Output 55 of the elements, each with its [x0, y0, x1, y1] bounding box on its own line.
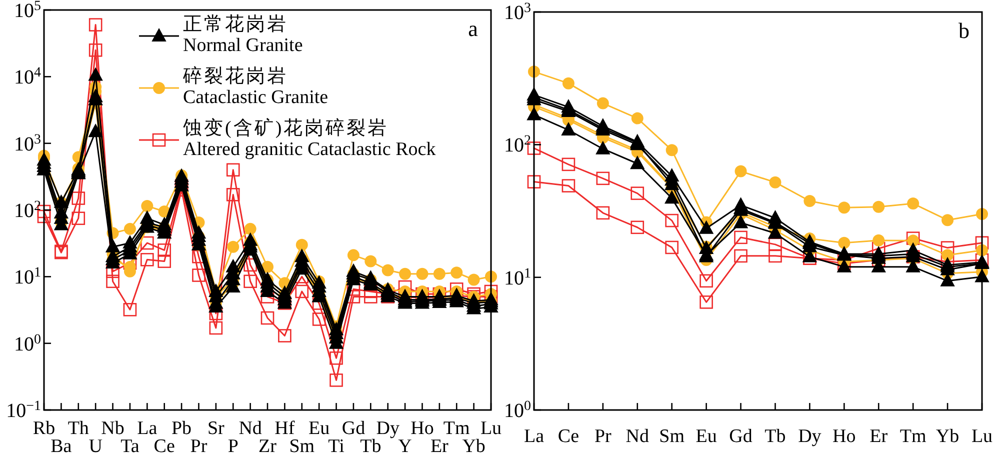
- x-tick-label: Dy: [376, 418, 400, 439]
- legend-label: 正常花岗岩 Normal Granite: [183, 14, 303, 56]
- y-tick-label: 10$^{1}$: [504, 266, 531, 290]
- x-tick-label: Er: [870, 426, 888, 447]
- x-tick-label: U: [88, 436, 103, 454]
- x-tick-label: Ta: [120, 436, 140, 454]
- x-tick-label: Yb: [936, 426, 960, 447]
- x-tick-label: Eu: [308, 418, 330, 439]
- x-tick-label: Tm: [443, 418, 470, 439]
- x-tick-label: Gd: [342, 418, 366, 439]
- annotation: b: [958, 18, 970, 43]
- x-tick-label: Sr: [207, 418, 226, 439]
- y-tick-label: 10$^{0}$: [504, 398, 531, 422]
- x-tick-label: Zr: [258, 436, 278, 454]
- x-tick-label: Th: [68, 418, 90, 439]
- legend-label: 碎裂花岗岩 Cataclastic Granite: [182, 66, 328, 108]
- y-tick-label: 10$^{3}$: [14, 132, 41, 156]
- x-tick-label: Sm: [659, 426, 685, 447]
- x-tick-label: Dy: [798, 426, 822, 447]
- x-tick-label: Pb: [172, 418, 192, 439]
- y-tick-label: 10$^{2}$: [504, 133, 531, 157]
- x-tick-label: Er: [430, 436, 450, 454]
- x-tick-label: Yb: [462, 436, 486, 454]
- x-tick-label: Gd: [729, 426, 753, 447]
- x-tick-label: La: [524, 426, 545, 447]
- x-tick-label: Lu: [971, 426, 994, 447]
- x-tick-label: Lu: [480, 418, 502, 439]
- x-tick-label: Pr: [594, 426, 612, 447]
- x-tick-label: Hf: [274, 418, 296, 439]
- x-tick-label: Ho: [832, 426, 856, 447]
- x-tick-label: Eu: [696, 426, 718, 447]
- y-tick-label: 10$^{0}$: [14, 332, 41, 356]
- x-tick-label: Nd: [238, 418, 262, 439]
- annotation: a: [468, 16, 478, 41]
- x-tick-label: Ba: [50, 436, 72, 454]
- y-tick-label: 10$^{2}$: [14, 198, 41, 222]
- x-tick-label: Ce: [558, 426, 580, 447]
- y-tick-label: 10$^{3}$: [504, 0, 531, 24]
- y-tick-label: 10$^{1}$: [14, 265, 41, 289]
- x-tick-label: Pr: [190, 436, 208, 454]
- x-tick-label: Tm: [900, 426, 926, 447]
- x-tick-label: Ti: [328, 436, 344, 454]
- x-tick-label: Nb: [101, 418, 124, 439]
- x-tick-label: Sm: [289, 436, 315, 454]
- x-tick-label: Y: [398, 436, 412, 454]
- x-tick-label: Tb: [360, 436, 382, 454]
- x-tick-label: Nd: [626, 426, 650, 447]
- x-tick-label: Ce: [154, 436, 175, 454]
- x-tick-label: Tb: [764, 426, 786, 447]
- x-tick-label: P: [228, 436, 238, 454]
- x-tick-label: La: [137, 418, 158, 439]
- legend-label: 蚀变(含矿)花岗碎裂岩 Altered granitic Cataclastic Rock: [183, 117, 436, 160]
- y-tick-label: 10$^{4}$: [14, 65, 41, 89]
- y-tick-label: 10$^{5}$: [14, 0, 41, 22]
- x-tick-label: Ho: [410, 418, 434, 439]
